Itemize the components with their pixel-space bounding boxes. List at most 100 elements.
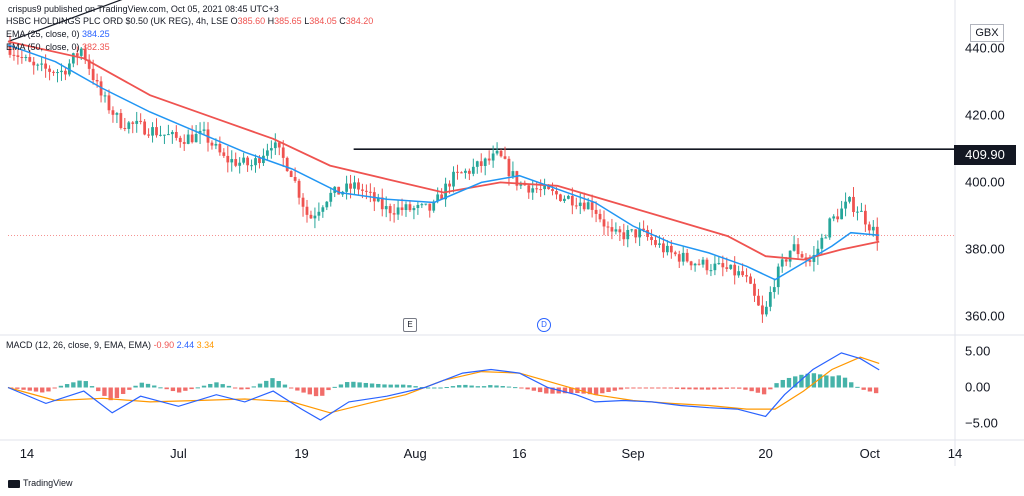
candle-body: [495, 150, 499, 154]
candle-body: [48, 68, 51, 72]
candle-body: [87, 59, 91, 69]
candle-body: [860, 210, 863, 212]
ema50-label: EMA (50, close, 0): [6, 42, 80, 52]
candle-body: [151, 127, 154, 136]
candle-body: [467, 170, 471, 174]
macd-hist-bar: [506, 386, 512, 388]
macd-hist-bar: [232, 387, 238, 389]
symbol-name: HSBC HOLDINGS PLC ORD $0.50 (UK REG), 4h…: [6, 16, 229, 26]
macd-hist-bar: [836, 375, 841, 388]
macd-hist-bar: [58, 385, 64, 388]
macd-hist-bar: [761, 387, 767, 395]
candle-body: [115, 113, 119, 115]
candle-body: [83, 48, 87, 60]
price-tick-label: 400.00: [965, 174, 1005, 189]
candle-body: [337, 186, 341, 195]
candle-body: [202, 129, 206, 131]
candle-body: [574, 205, 578, 207]
close-value: 384.20: [345, 16, 374, 26]
candle-body: [507, 158, 511, 177]
candle-body: [412, 208, 416, 211]
macd-hist-bar: [718, 387, 723, 390]
candle-body: [816, 248, 820, 256]
candle-body: [238, 162, 242, 166]
candle-body: [448, 183, 451, 187]
macd-hist-bar: [344, 382, 350, 388]
candle-body: [618, 229, 622, 233]
macd-hist-bar: [830, 376, 835, 388]
candle-body: [658, 243, 661, 245]
macd-hist-bar: [531, 387, 537, 391]
open-value: 385.60: [237, 16, 266, 26]
macd-hist-bar: [544, 387, 549, 394]
candle-body: [471, 166, 475, 174]
candle-body: [824, 237, 828, 239]
macd-hist-bar: [301, 387, 306, 393]
candle-body: [547, 185, 550, 190]
candle-body: [194, 133, 198, 143]
time-tick-label: Aug: [404, 446, 427, 461]
macd-hist-bar: [369, 383, 375, 388]
candle-body: [614, 229, 618, 232]
candle-body: [705, 259, 709, 271]
candle-body: [186, 134, 190, 144]
macd-hist-bar: [438, 387, 443, 389]
candle-body: [867, 224, 871, 231]
macd-hist-bar: [780, 379, 785, 388]
macd-hist-bar: [581, 387, 586, 394]
macd-hist-bar: [313, 387, 319, 397]
macd-line-value: 2.44: [176, 340, 195, 350]
dividend-marker[interactable]: D: [537, 318, 551, 332]
macd-hist-bar: [637, 387, 642, 389]
currency-badge[interactable]: GBX: [970, 24, 1004, 42]
macd-hist-bar: [569, 387, 574, 394]
macd-hist-bar: [867, 387, 873, 392]
tradingview-footer[interactable]: TradingView: [8, 478, 73, 488]
candle-body: [234, 159, 238, 166]
candle-body: [400, 207, 404, 211]
macd-hist-bar: [768, 387, 773, 390]
macd-legend: MACD (12, 26, close, 9, EMA, EMA) -0.90 …: [6, 340, 214, 351]
macd-hist-bar: [220, 384, 225, 388]
ema50-line: [7, 40, 880, 261]
open-label: O: [230, 16, 238, 26]
candle-body: [297, 180, 301, 198]
candle-body: [701, 259, 705, 265]
trendline: [7, 0, 123, 43]
candle-body: [428, 203, 432, 211]
candle-body: [792, 244, 796, 251]
time-tick-label: 14: [20, 446, 34, 461]
macd-hist-bar: [662, 387, 667, 389]
candle-body: [388, 206, 392, 214]
candle-body: [796, 244, 800, 255]
candle-body: [479, 161, 483, 166]
earnings-marker[interactable]: E: [403, 318, 417, 332]
candle-body: [535, 188, 539, 190]
candle-body: [119, 113, 123, 128]
candle-body: [713, 263, 717, 271]
macd-hist-bar: [127, 387, 132, 390]
candle-body: [79, 48, 83, 56]
candle-body: [729, 264, 733, 269]
macd-hist-bar: [338, 384, 344, 388]
candle-body: [91, 68, 95, 81]
macd-hist-bar: [264, 380, 269, 388]
macd-hist-bar: [842, 377, 848, 388]
macd-hist-bar: [469, 385, 474, 388]
candle-body: [856, 211, 859, 213]
candle-body: [56, 72, 59, 74]
macd-hist-bar: [214, 382, 219, 388]
candle-body: [487, 158, 491, 161]
candle-body: [662, 243, 665, 253]
candle-body: [610, 227, 614, 232]
candle-body: [155, 127, 158, 136]
candle-body: [725, 267, 729, 269]
time-tick-label: Sep: [621, 446, 644, 461]
candle-body: [689, 261, 693, 266]
candle-body: [218, 143, 222, 153]
candle-body: [71, 53, 75, 64]
candle-body: [111, 110, 115, 115]
candle-body: [559, 194, 562, 202]
candle-body: [622, 232, 626, 240]
